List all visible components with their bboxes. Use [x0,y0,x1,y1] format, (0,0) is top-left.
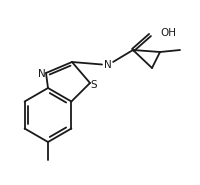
Text: S: S [90,80,97,90]
Text: N: N [38,69,46,79]
Text: N: N [104,60,111,70]
Text: OH: OH [159,28,175,38]
